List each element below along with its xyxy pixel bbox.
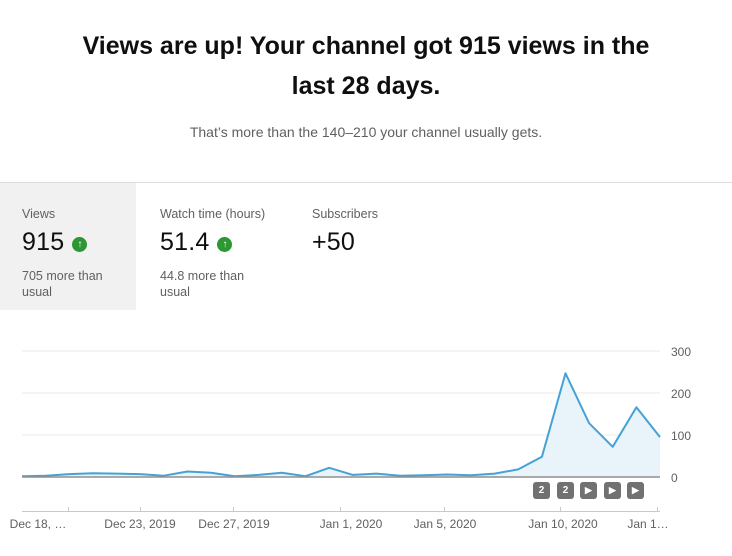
video-marker-play-icon[interactable]: ▶ <box>627 482 644 499</box>
x-axis-tick <box>657 507 658 511</box>
stat-card-watch-time[interactable]: Watch time (hours) 51.4 ↑ 44.8 more than … <box>160 183 300 310</box>
stats-row: Views 915 ↑ 705 more than usual Watch tim… <box>0 183 732 310</box>
y-axis-label: 300 <box>671 345 691 359</box>
stat-label: Watch time (hours) <box>160 207 266 221</box>
views-line-chart: 300 200 100 0 2 2 ▶ ▶ ▶ Dec 18, … Dec 23… <box>0 326 732 556</box>
y-axis-label: 100 <box>671 429 691 443</box>
series-line <box>21 372 661 478</box>
stat-note: 44.8 more than usual <box>160 269 245 299</box>
chart-plot[interactable]: 300 200 100 0 <box>0 326 732 511</box>
y-axis-label: 200 <box>671 387 691 401</box>
x-axis-label: Dec 23, 2019 <box>104 517 176 531</box>
x-axis-tick <box>140 507 141 511</box>
divider <box>0 182 732 183</box>
x-axis-label: Jan 1… <box>627 517 669 531</box>
page-subtitle: That’s more than the 140–210 your channe… <box>189 124 543 140</box>
x-axis-tick <box>444 507 445 511</box>
up-arrow-icon: ↑ <box>217 237 233 252</box>
x-axis-label: Jan 10, 2020 <box>528 517 598 531</box>
x-axis-tick <box>560 507 561 511</box>
video-marker-play-icon[interactable]: ▶ <box>604 482 621 499</box>
video-marker-play-icon[interactable]: ▶ <box>580 482 597 499</box>
stat-label: Views <box>22 207 56 221</box>
stat-value: +50 <box>312 228 356 256</box>
x-axis-label: Jan 5, 2020 <box>413 517 477 531</box>
page-title: Views are up! Your channel got 915 views… <box>82 32 650 100</box>
x-axis-label: Dec 27, 2019 <box>198 517 270 531</box>
stat-value: 915 <box>22 228 65 256</box>
x-axis-tick <box>340 507 341 511</box>
x-axis-label: Jan 1, 2020 <box>319 517 383 531</box>
stat-card-subscribers[interactable]: Subscribers +50 <box>312 183 432 310</box>
x-axis-tick <box>68 507 69 511</box>
x-axis-tick <box>233 507 234 511</box>
series-area <box>22 373 660 477</box>
video-marker-badge[interactable]: 2 <box>533 482 550 499</box>
video-marker-badge[interactable]: 2 <box>557 482 574 499</box>
stat-label: Subscribers <box>312 207 378 221</box>
up-arrow-icon: ↑ <box>72 237 88 252</box>
x-axis-label: Dec 18, … <box>9 517 67 531</box>
x-axis-line <box>22 511 660 512</box>
stat-note: 705 more than usual <box>22 269 103 299</box>
stat-card-views[interactable]: Views 915 ↑ 705 more than usual <box>0 183 136 310</box>
y-axis-label: 0 <box>671 471 678 485</box>
stat-value: 51.4 <box>160 228 210 256</box>
